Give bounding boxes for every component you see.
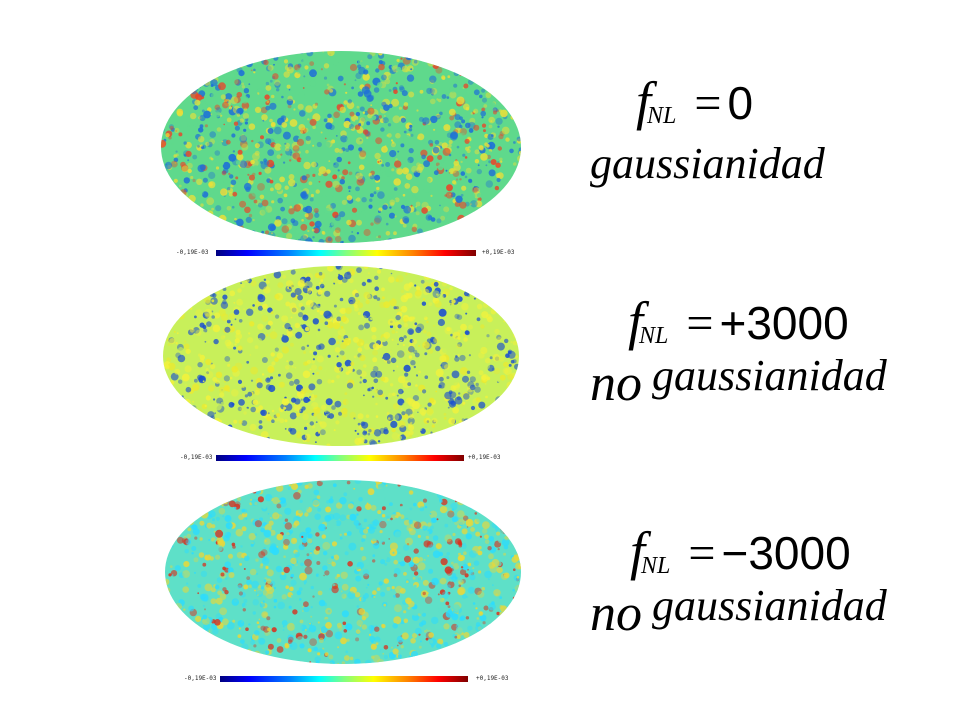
sky-map-fnl-zero bbox=[161, 51, 521, 243]
colorbar: -0,19E-03 +0,19E-03 bbox=[170, 672, 530, 686]
sky-map-fnl-plus bbox=[163, 266, 519, 446]
f-subscript: NL bbox=[641, 553, 671, 579]
panel-fnl-zero: -0,19E-03 +0,19E-03 fNL = 0 gaussianidad bbox=[0, 0, 960, 260]
caption: gaussianidad bbox=[652, 581, 887, 630]
panel-fnl-plus: -0,19E-03 +0,19E-03 fNL = +3000 no gaussia… bbox=[0, 258, 960, 473]
equals-sign: = bbox=[686, 297, 714, 350]
negation-prefix: no bbox=[590, 585, 642, 642]
colorbar-max-label: +0,19E-03 bbox=[468, 454, 501, 461]
sky-map-fnl-minus bbox=[165, 480, 521, 664]
colorbar-gradient bbox=[216, 455, 464, 461]
negation-prefix: no bbox=[590, 355, 642, 412]
f-subscript: NL bbox=[647, 103, 677, 129]
f-subscript: NL bbox=[639, 323, 669, 349]
caption: gaussianidad bbox=[590, 139, 825, 188]
colorbar-max-label: +0,19E-03 bbox=[476, 675, 509, 682]
f-symbol: f bbox=[630, 521, 646, 581]
equals-sign: = bbox=[688, 527, 716, 580]
fnl-value: 0 bbox=[727, 77, 754, 129]
caption: gaussianidad bbox=[652, 351, 887, 400]
colorbar: -0,19E-03 +0,19E-03 bbox=[170, 246, 520, 260]
colorbar-min-label: -0,19E-03 bbox=[184, 675, 217, 682]
fnl-equation: fNL = +3000 bbox=[628, 290, 849, 352]
fnl-value: +3000 bbox=[719, 297, 849, 349]
colorbar: -0,19E-03 +0,19E-03 bbox=[170, 451, 520, 465]
panel-fnl-minus: -0,19E-03 +0,19E-03 fNL = −3000 no gaussia… bbox=[0, 472, 960, 720]
colorbar-min-label: -0,19E-03 bbox=[180, 454, 213, 461]
fnl-equation: fNL = 0 bbox=[636, 70, 753, 132]
equals-sign: = bbox=[694, 77, 722, 130]
colorbar-min-label: -0,19E-03 bbox=[176, 249, 209, 256]
f-symbol: f bbox=[636, 71, 652, 131]
fnl-value: −3000 bbox=[721, 527, 851, 579]
f-symbol: f bbox=[628, 291, 644, 351]
fnl-equation: fNL = −3000 bbox=[630, 520, 851, 582]
colorbar-gradient bbox=[220, 676, 468, 682]
colorbar-gradient bbox=[216, 250, 476, 256]
colorbar-max-label: +0,19E-03 bbox=[482, 249, 515, 256]
